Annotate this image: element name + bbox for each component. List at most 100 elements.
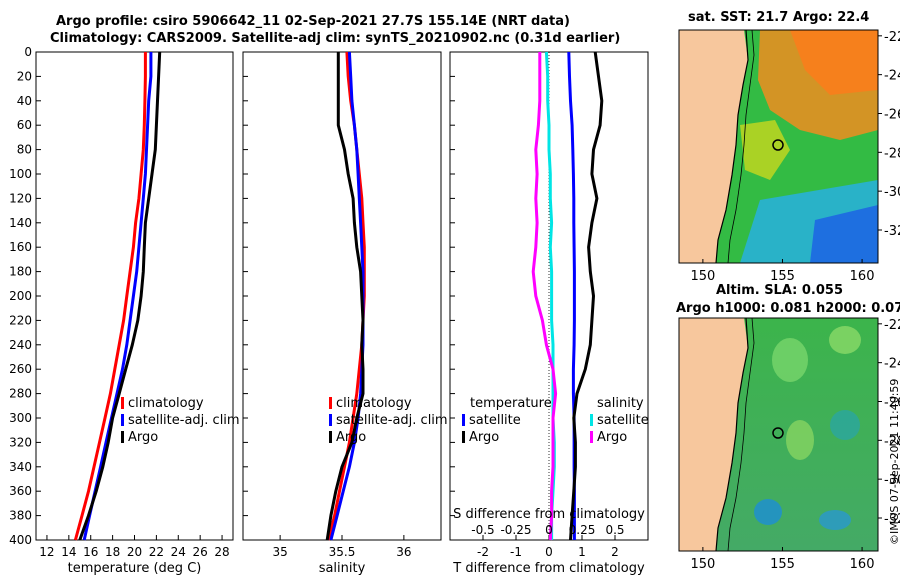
series-line-argo bbox=[78, 51, 162, 541]
y-tick-label: 20 bbox=[17, 69, 32, 83]
x-tick-label: 150 bbox=[690, 557, 715, 572]
sla-map: 150 155 160 -22 -24 -26 -28 -30 -32 bbox=[678, 317, 900, 572]
x-tick-label: 12 bbox=[39, 545, 54, 559]
y-tick-label: 260 bbox=[9, 362, 32, 376]
legend-swatch bbox=[329, 397, 332, 409]
legend-title: salinity bbox=[597, 396, 644, 411]
y-tick-label: -24 bbox=[884, 69, 900, 84]
x-tick-label: 14 bbox=[61, 545, 76, 559]
y-tick-label: -32 bbox=[884, 512, 900, 527]
x2-axis-label: S difference from climatology bbox=[453, 507, 645, 522]
legend-label: satellite bbox=[597, 413, 649, 428]
legend-label: Argo bbox=[336, 430, 366, 445]
y-tick-label: -26 bbox=[884, 107, 900, 122]
sla-eddy bbox=[786, 420, 814, 460]
y-tick-label: -22 bbox=[884, 30, 900, 45]
y-tick-label: -24 bbox=[884, 357, 900, 372]
y-tick-label: 180 bbox=[9, 265, 32, 279]
series-line-satellite-adj-clim bbox=[82, 52, 153, 541]
legend-title: temperature bbox=[470, 396, 552, 411]
legend-label: Argo bbox=[597, 430, 627, 445]
sst-map-frame bbox=[678, 29, 879, 264]
isobath bbox=[727, 30, 755, 263]
temperature-panel: 12 14 16 18 20 22 24 26 280204060801001201401601… bbox=[9, 45, 240, 576]
x-tick-label: -2 bbox=[477, 545, 489, 559]
x2-tick-label: -0.25 bbox=[500, 523, 531, 537]
y-tick-label: 160 bbox=[9, 240, 32, 254]
eac-band bbox=[740, 120, 790, 180]
y-tick-label: 120 bbox=[9, 191, 32, 205]
y-tick-label: 240 bbox=[9, 338, 32, 352]
x-tick-label: 155 bbox=[770, 557, 795, 572]
y-tick-label: 320 bbox=[9, 435, 32, 449]
x2-tick-label: 0.25 bbox=[569, 523, 596, 537]
x-tick-label: -1 bbox=[510, 545, 522, 559]
y-tick-label: 60 bbox=[17, 118, 32, 132]
x-tick-label: 36 bbox=[396, 545, 411, 559]
x-tick-label: 18 bbox=[105, 545, 120, 559]
sst-map-axes: 150 155 160 -22 -24 -26 -28 -30 -32 bbox=[690, 30, 900, 284]
x-tick-label: 160 bbox=[850, 557, 875, 572]
x2-tick-label: 0.5 bbox=[605, 523, 624, 537]
x-tick-label: 2 bbox=[611, 545, 619, 559]
legend-label: climatology bbox=[128, 396, 204, 411]
legend-swatch bbox=[121, 397, 124, 409]
sst-map: 150 155 160 -22 -24 -26 -28 -30 -32 bbox=[678, 29, 900, 284]
sla-eddy bbox=[830, 410, 860, 440]
sla-eddy bbox=[754, 499, 782, 525]
series-line-s-argo bbox=[531, 52, 558, 541]
x-tick-label: 22 bbox=[149, 545, 164, 559]
y-tick-label: -30 bbox=[884, 185, 900, 200]
y-tick-label: 300 bbox=[9, 411, 32, 425]
y-tick-label: 360 bbox=[9, 484, 32, 498]
legend-label: satellite-adj. clim bbox=[128, 413, 240, 428]
difference-panel: -2 -1 0 1 2 T difference from climatology -0.5… bbox=[449, 51, 649, 576]
salinity-panel: 35 35.5 36 salinity climatology satellite-adj… bbox=[242, 51, 448, 576]
sla-eddy bbox=[819, 510, 851, 530]
x-tick-label: 28 bbox=[214, 545, 229, 559]
x-tick-label: 26 bbox=[193, 545, 208, 559]
legend-label: Argo bbox=[469, 430, 499, 445]
x-tick-label: 1 bbox=[578, 545, 586, 559]
y-tick-label: -26 bbox=[884, 395, 900, 410]
y-tick-label: 0 bbox=[24, 45, 32, 59]
legend-label: climatology bbox=[336, 396, 412, 411]
legend-swatch bbox=[590, 431, 593, 443]
x-axis-label: T difference from climatology bbox=[452, 561, 645, 576]
sst-map-title: sat. SST: 21.7 Argo: 22.4 bbox=[688, 10, 870, 25]
cold-water-region bbox=[810, 205, 878, 263]
legend-swatch bbox=[121, 414, 124, 426]
series-line-t-argo bbox=[569, 51, 604, 541]
sst-argo-marker bbox=[772, 139, 784, 151]
legend-swatch bbox=[329, 431, 332, 443]
y-tick-label: 220 bbox=[9, 313, 32, 327]
x-axis-label: salinity bbox=[319, 561, 366, 576]
sla-eddy bbox=[772, 338, 808, 382]
legend-swatch bbox=[462, 431, 465, 443]
y-tick-label: -32 bbox=[884, 224, 900, 239]
y-tick-label: 400 bbox=[9, 533, 32, 547]
x-tick-label: 35 bbox=[272, 545, 287, 559]
header-line-2: Climatology: CARS2009. Satellite-adj cli… bbox=[50, 31, 621, 46]
x-axis-label: temperature (deg C) bbox=[68, 561, 202, 576]
x-tick-label: 16 bbox=[83, 545, 98, 559]
coastline bbox=[715, 318, 749, 551]
isobath bbox=[727, 318, 755, 551]
series-line-argo bbox=[325, 52, 365, 541]
x-tick-label: 155 bbox=[770, 269, 795, 284]
y-tick-label: 280 bbox=[9, 387, 32, 401]
legend-label: satellite-adj. clim bbox=[336, 413, 448, 428]
plot-frame bbox=[242, 51, 442, 541]
legend-swatch bbox=[462, 414, 465, 426]
warmest-water-region bbox=[790, 30, 878, 95]
sla-map-title: Altim. SLA: 0.055 bbox=[716, 283, 843, 298]
x-tick-label: 35.5 bbox=[329, 545, 356, 559]
y-tick-label: 40 bbox=[17, 94, 32, 108]
header-line-1: Argo profile: csiro 5906642_11 02-Sep-20… bbox=[56, 14, 570, 29]
legend-label: satellite bbox=[469, 413, 521, 428]
y-tick-label: 200 bbox=[9, 289, 32, 303]
sla-map-frame bbox=[678, 317, 879, 552]
sla-argo-marker bbox=[772, 427, 784, 439]
legend-swatch bbox=[121, 431, 124, 443]
